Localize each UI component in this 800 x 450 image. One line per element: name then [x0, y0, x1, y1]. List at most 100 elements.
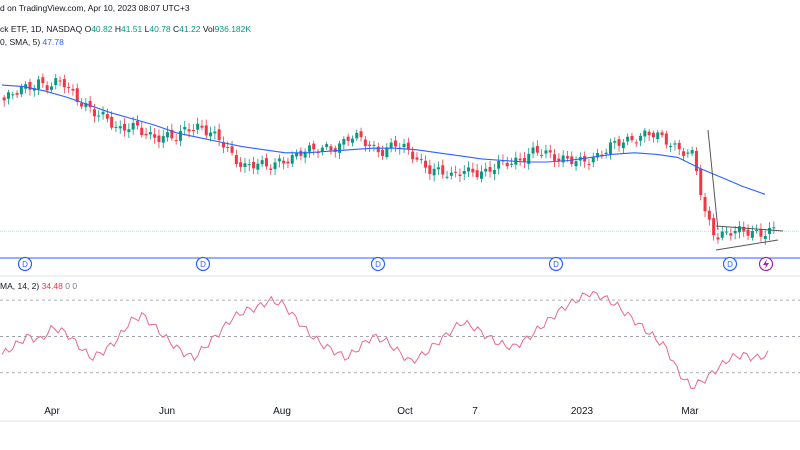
candle-body: [88, 101, 92, 108]
candle: [376, 142, 380, 158]
low-value: 40.78: [149, 24, 171, 34]
candle-body: [264, 158, 268, 167]
close-label: C: [173, 24, 180, 34]
dividend-marker: D: [722, 256, 738, 272]
candle: [651, 130, 655, 143]
dividend-marker-circle: [195, 256, 211, 272]
lightning-icon: [758, 256, 774, 272]
candle: [144, 127, 148, 140]
candle-body: [750, 230, 754, 238]
candle-body: [105, 114, 109, 119]
candle: [669, 143, 673, 153]
candle-body: [19, 86, 23, 95]
candle: [333, 145, 337, 158]
candle: [41, 73, 45, 89]
candle-body: [282, 160, 286, 164]
candle: [307, 142, 311, 158]
candle-body: [746, 229, 750, 236]
candle-body: [221, 142, 225, 148]
candle: [247, 159, 251, 172]
candle-body: [200, 125, 204, 128]
candle: [148, 125, 152, 140]
candle: [768, 222, 772, 241]
candle-body: [2, 97, 6, 101]
candle-body: [462, 170, 466, 174]
candle: [716, 232, 720, 244]
candle: [88, 95, 92, 113]
candle: [759, 223, 763, 242]
candle-body: [273, 162, 277, 170]
candle-body: [467, 167, 471, 172]
candle-body: [479, 171, 483, 179]
candle: [174, 134, 178, 145]
candle-body: [49, 86, 53, 90]
candle: [570, 151, 574, 168]
candle: [664, 130, 668, 149]
candle: [475, 164, 479, 180]
candle: [406, 137, 410, 155]
candle: [621, 139, 625, 154]
candle: [720, 226, 724, 241]
candle-body: [454, 171, 458, 173]
candle: [750, 225, 754, 241]
candle-body: [604, 152, 608, 155]
rsi-value: 34.48: [41, 281, 63, 291]
candle-body: [385, 147, 389, 158]
candle-body: [118, 126, 122, 129]
open-label: O: [84, 24, 92, 34]
candle-body: [475, 170, 479, 178]
candle: [561, 150, 565, 168]
candle-body: [166, 132, 170, 138]
lightning-glyph: [763, 259, 769, 269]
candle-body: [647, 131, 651, 136]
candle: [604, 148, 608, 159]
candle-body: [561, 155, 565, 163]
candle-body: [677, 142, 681, 150]
candle: [49, 82, 53, 93]
candle: [338, 140, 342, 159]
candle: [497, 154, 501, 175]
candle: [694, 147, 698, 175]
candle: [277, 154, 281, 168]
dividend-marker: D: [548, 256, 564, 272]
candle: [243, 158, 247, 173]
candle-body: [170, 129, 174, 139]
candle-body: [161, 136, 165, 143]
x-tick-label: Aug: [273, 406, 291, 417]
candle: [131, 117, 135, 135]
published-note: d on TradingView.com, Apr 10, 2023 08:07…: [0, 3, 190, 13]
candle: [196, 117, 200, 134]
candle: [634, 139, 638, 147]
candle: [505, 156, 509, 170]
candle: [183, 120, 187, 136]
rsi-label: MA, 14, 2): [0, 281, 40, 291]
candle-body: [58, 80, 62, 82]
candle-body: [350, 138, 354, 143]
candle-body: [54, 78, 58, 85]
candle: [320, 145, 324, 156]
candle: [729, 228, 733, 241]
candle-body: [92, 109, 96, 117]
candle: [350, 135, 354, 147]
candle-body: [742, 226, 746, 232]
candle: [402, 139, 406, 154]
candle: [441, 159, 445, 179]
candle-body: [432, 168, 436, 176]
x-tick-label: Jun: [159, 406, 175, 417]
candle-body: [290, 154, 294, 164]
candle-body: [209, 132, 213, 137]
candle-body: [772, 227, 776, 229]
candle: [553, 148, 557, 168]
candle: [725, 226, 729, 236]
candle-body: [260, 160, 264, 165]
candle: [462, 164, 466, 181]
candle-body: [759, 229, 763, 237]
candle: [118, 120, 122, 134]
candle-body: [389, 142, 393, 149]
candle-body: [587, 163, 591, 165]
candle: [596, 148, 600, 161]
candle-body: [639, 135, 643, 141]
candle: [613, 137, 617, 149]
